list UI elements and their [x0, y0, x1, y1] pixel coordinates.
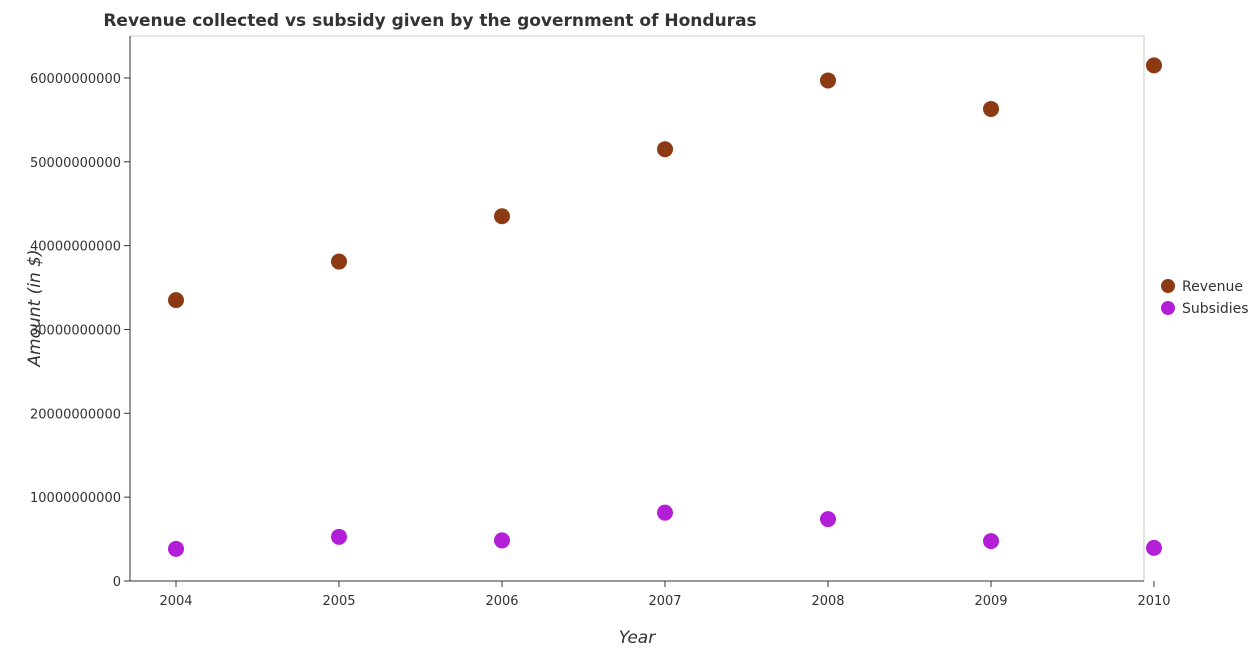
- subsidies-point-2005: [331, 528, 347, 545]
- legend-label-revenue: Revenue: [1182, 279, 1243, 295]
- y-tick-label: 60000000000: [30, 72, 121, 87]
- revenue-point-2009: [983, 100, 999, 117]
- x-tick-label: 2010: [1137, 594, 1170, 609]
- revenue-point-2007: [657, 141, 673, 158]
- subsidies-point-2007: [657, 504, 673, 521]
- revenue-point-2006: [494, 208, 510, 225]
- axes: 0 10000000000 20000000000 30000000000 400000…: [30, 36, 1171, 609]
- y-tick-label: 50000000000: [30, 156, 121, 171]
- y-tick-label: 10000000000: [30, 491, 121, 506]
- legend-label-subsidies: Subsidies: [1182, 301, 1249, 317]
- y-axis-label: Amount (in $): [25, 249, 45, 367]
- x-tick-label: 2007: [648, 594, 681, 609]
- subsidies-point-2004: [168, 540, 184, 557]
- x-tick-label: 2006: [485, 594, 518, 609]
- revenue-point-2005: [331, 253, 347, 270]
- x-axis-label: Year: [619, 628, 656, 648]
- legend-marker-subsidies: [1161, 301, 1175, 315]
- chart-title: Revenue collected vs subsidy given by th…: [103, 11, 756, 31]
- revenue-point-2008: [820, 72, 836, 89]
- y-tick-label: 0: [113, 575, 121, 590]
- subsidies-point-2008: [820, 511, 836, 528]
- x-tick-label: 2005: [322, 594, 355, 609]
- subsidies-point-2006: [494, 532, 510, 549]
- y-tick-label: 30000000000: [30, 323, 121, 338]
- y-tick-label: 40000000000: [30, 240, 121, 255]
- revenue-point-2010: [1146, 57, 1162, 74]
- legend-marker-revenue: [1161, 279, 1175, 293]
- subsidies-point-2010: [1146, 539, 1162, 556]
- x-tick-label: 2008: [811, 594, 844, 609]
- x-tick-label: 2004: [159, 594, 192, 609]
- data-points: [168, 57, 1162, 557]
- x-tick-label: 2009: [974, 594, 1007, 609]
- y-tick-label: 20000000000: [30, 407, 121, 422]
- plot-area: [129, 35, 1145, 582]
- legend: Revenue Subsidies: [1161, 279, 1249, 317]
- revenue-point-2004: [168, 292, 184, 309]
- subsidies-point-2009: [983, 533, 999, 550]
